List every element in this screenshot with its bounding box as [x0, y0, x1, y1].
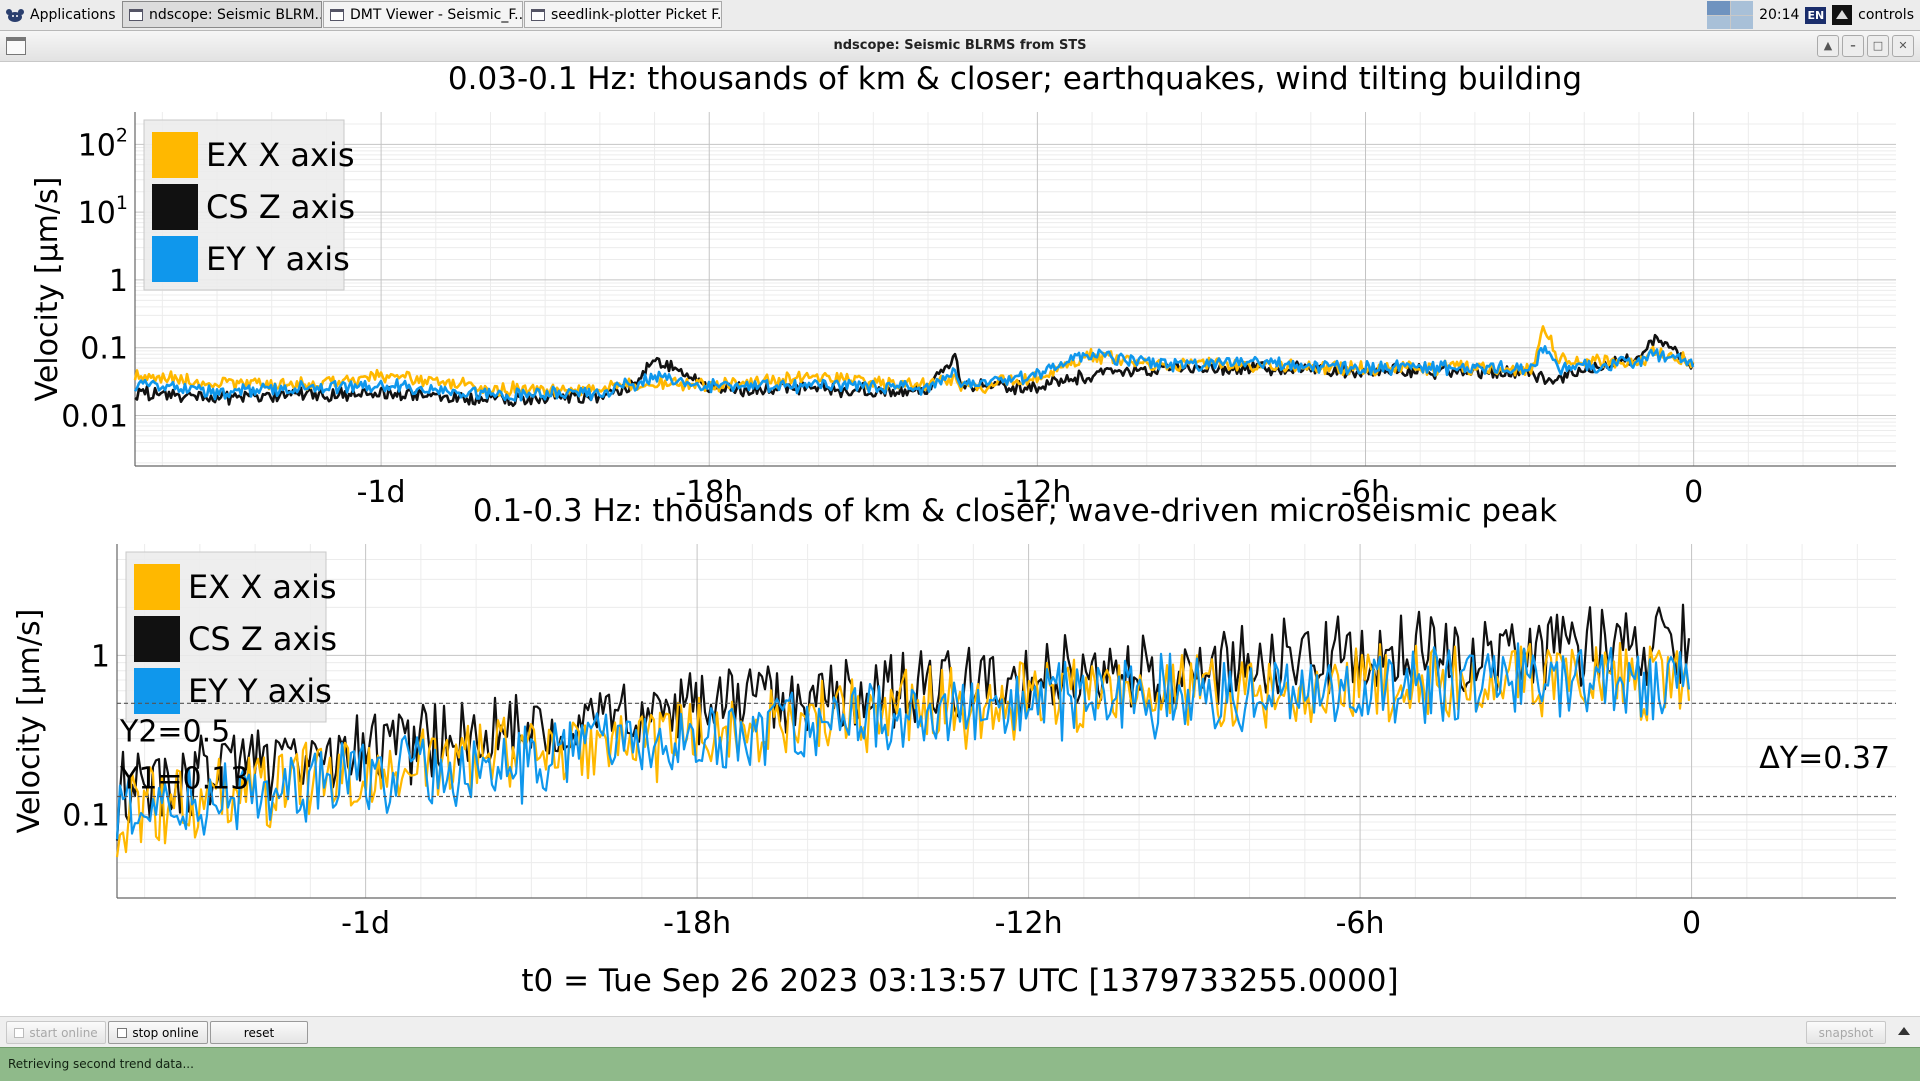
cursor-y2-label: Y2=0.5 [119, 714, 230, 749]
chart-panel-1: 0.01 0.1 1 101 102 -1d -18h -12h -6h 0 0.03-0.1 Hz… [30, 62, 1896, 510]
applications-label: Applications [30, 7, 116, 23]
legend-swatch [152, 184, 198, 230]
legend: EX X axis CS Z axis EY Y axis [143, 119, 355, 291]
series-line-3 [133, 344, 1695, 402]
control-bar: start online stop online reset snapshot [0, 1016, 1920, 1047]
cursor-y1-label: Y1=0.13 [119, 762, 249, 797]
y-tick-label: 0.01 [61, 400, 128, 435]
network-icon[interactable] [1832, 5, 1853, 25]
x-tick-label: -18h [663, 906, 731, 941]
workspace-switcher[interactable] [1707, 1, 1754, 29]
x-tick-label: -12h [995, 906, 1063, 941]
legend-swatch [152, 132, 198, 178]
legend-label: CS Z axis [206, 188, 355, 226]
reset-button[interactable]: reset [210, 1021, 308, 1044]
clock[interactable]: 20:14 [1759, 7, 1800, 23]
series-line-3 [115, 642, 1691, 840]
legend-label: EY Y axis [206, 240, 350, 278]
legend-label: EX X axis [206, 136, 355, 174]
start-online-button[interactable]: start online [6, 1021, 106, 1044]
task-label: DMT Viewer - Seismic_F... [350, 6, 523, 23]
series-line-1 [115, 641, 1691, 858]
y-tick-label: 102 [78, 124, 128, 163]
legend-label: EY Y axis [188, 672, 332, 710]
stop-online-label: stop online [132, 1025, 199, 1040]
taskbar: Applications ndscope: Seismic BLRM... DM… [0, 0, 1920, 31]
play-icon [14, 1027, 25, 1038]
window-menu-icon[interactable] [6, 37, 26, 55]
y-tick-label: 0.1 [80, 332, 128, 367]
x-tick-label: -18h [675, 475, 743, 510]
legend-swatch [134, 616, 180, 662]
window-icon [330, 8, 344, 21]
chart-panel-2: 0.1 1 -1d -18h -12h -6h 0 0.1-0.3 Hz: thousands… [12, 493, 1896, 941]
x-tick-label: -12h [1003, 475, 1071, 510]
snapshot-label: snapshot [1818, 1025, 1874, 1040]
legend: EX X axis CS Z axis EY Y axis [125, 551, 337, 723]
maximize-icon[interactable]: □ [1867, 35, 1889, 57]
y-tick-label: 0.1 [62, 799, 110, 834]
legend-swatch [134, 564, 180, 610]
snapshot-button[interactable]: snapshot [1806, 1021, 1886, 1044]
series-line-2 [115, 603, 1691, 841]
chart-title: 0.1-0.3 Hz: thousands of km & closer; wa… [473, 493, 1557, 529]
plots-canvas[interactable]: 0.01 0.1 1 101 102 -1d -18h -12h -6h 0 0.03-0.1 Hz… [0, 62, 1920, 1016]
x-tick-label: -1d [341, 906, 390, 941]
start-online-label: start online [29, 1025, 98, 1040]
user-name[interactable]: controls [1858, 7, 1914, 23]
taskbar-task-dmt-viewer[interactable]: DMT Viewer - Seismic_F... [323, 1, 523, 28]
chart-title: 0.03-0.1 Hz: thousands of km & closer; e… [448, 62, 1582, 97]
status-bar: Retrieving second trend data... [0, 1047, 1920, 1081]
legend-swatch [134, 668, 180, 714]
minimize-icon[interactable]: – [1842, 35, 1864, 57]
applications-menu[interactable]: Applications [4, 3, 116, 27]
legend-label: EX X axis [188, 568, 337, 606]
window-icon [531, 8, 545, 21]
y-tick-label: 1 [109, 264, 128, 299]
window-titlebar: ndscope: Seismic BLRMS from STS ▲ – □ ✕ [0, 31, 1920, 62]
cursor-delta-label: ΔY=0.37 [1759, 741, 1890, 776]
y-axis-label: Velocity [µm/s] [30, 177, 65, 402]
x-tick-label: -6h [1336, 906, 1385, 941]
taskbar-task-ndscope[interactable]: ndscope: Seismic BLRM... [122, 1, 322, 28]
shade-icon[interactable]: ▲ [1817, 35, 1839, 57]
y-axis-label: Velocity [µm/s] [12, 609, 47, 834]
stop-icon [117, 1027, 128, 1038]
x-tick-label: 0 [1682, 906, 1701, 941]
expand-arrow-icon[interactable] [1898, 1027, 1910, 1035]
x-tick-label: -6h [1341, 475, 1390, 510]
task-label: ndscope: Seismic BLRM... [149, 6, 322, 23]
legend-label: CS Z axis [188, 620, 337, 658]
x-tick-label: -1d [357, 475, 406, 510]
stop-online-button[interactable]: stop online [108, 1021, 208, 1044]
reset-label: reset [243, 1025, 275, 1040]
y-tick-label: 101 [78, 192, 128, 231]
t0-label: t0 = Tue Sep 26 2023 03:13:57 UTC [13797… [521, 963, 1398, 999]
y-tick-label: 1 [91, 639, 110, 674]
window-icon [129, 8, 143, 21]
close-icon[interactable]: ✕ [1892, 35, 1914, 57]
legend-swatch [152, 236, 198, 282]
plot-area: 0.01 0.1 1 101 102 -1d -18h -12h -6h 0 0.03-0.1 Hz… [0, 62, 1920, 1016]
taskbar-task-seedlink-plotter[interactable]: seedlink-plotter Picket F... [524, 1, 722, 28]
window-controls: ▲ – □ ✕ [1817, 35, 1914, 57]
y-cursors: Y2=0.5 Y1=0.13 ΔY=0.37 [117, 702, 1896, 798]
keyboard-layout-indicator[interactable]: EN [1805, 6, 1827, 24]
window-title: ndscope: Seismic BLRMS from STS [833, 38, 1087, 53]
task-label: seedlink-plotter Picket F... [551, 6, 722, 23]
x-tick-label: 0 [1684, 475, 1703, 510]
xfce-mouse-icon [6, 9, 24, 22]
status-message: Retrieving second trend data... [8, 1057, 194, 1071]
system-tray: 20:14 EN controls [1707, 0, 1920, 30]
